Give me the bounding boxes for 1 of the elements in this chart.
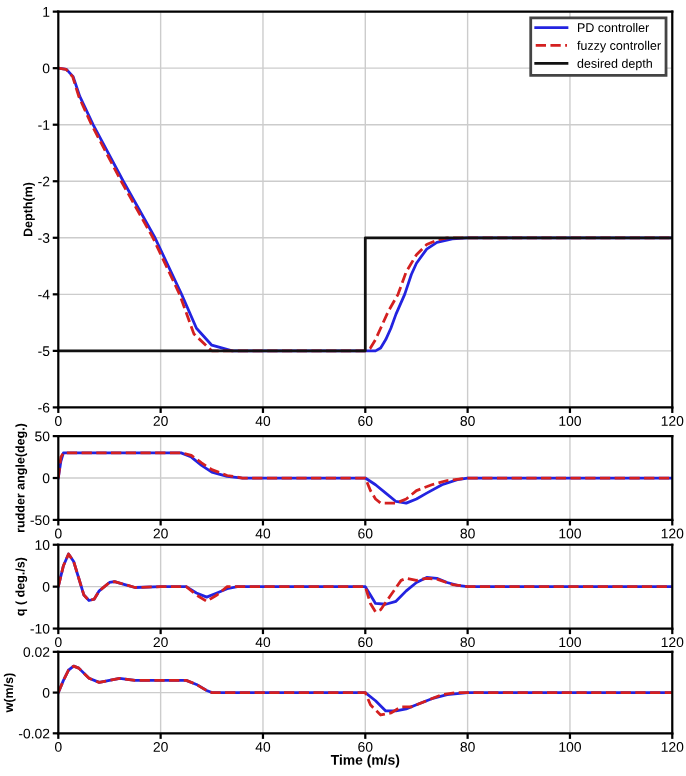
line-series bbox=[58, 451, 673, 505]
